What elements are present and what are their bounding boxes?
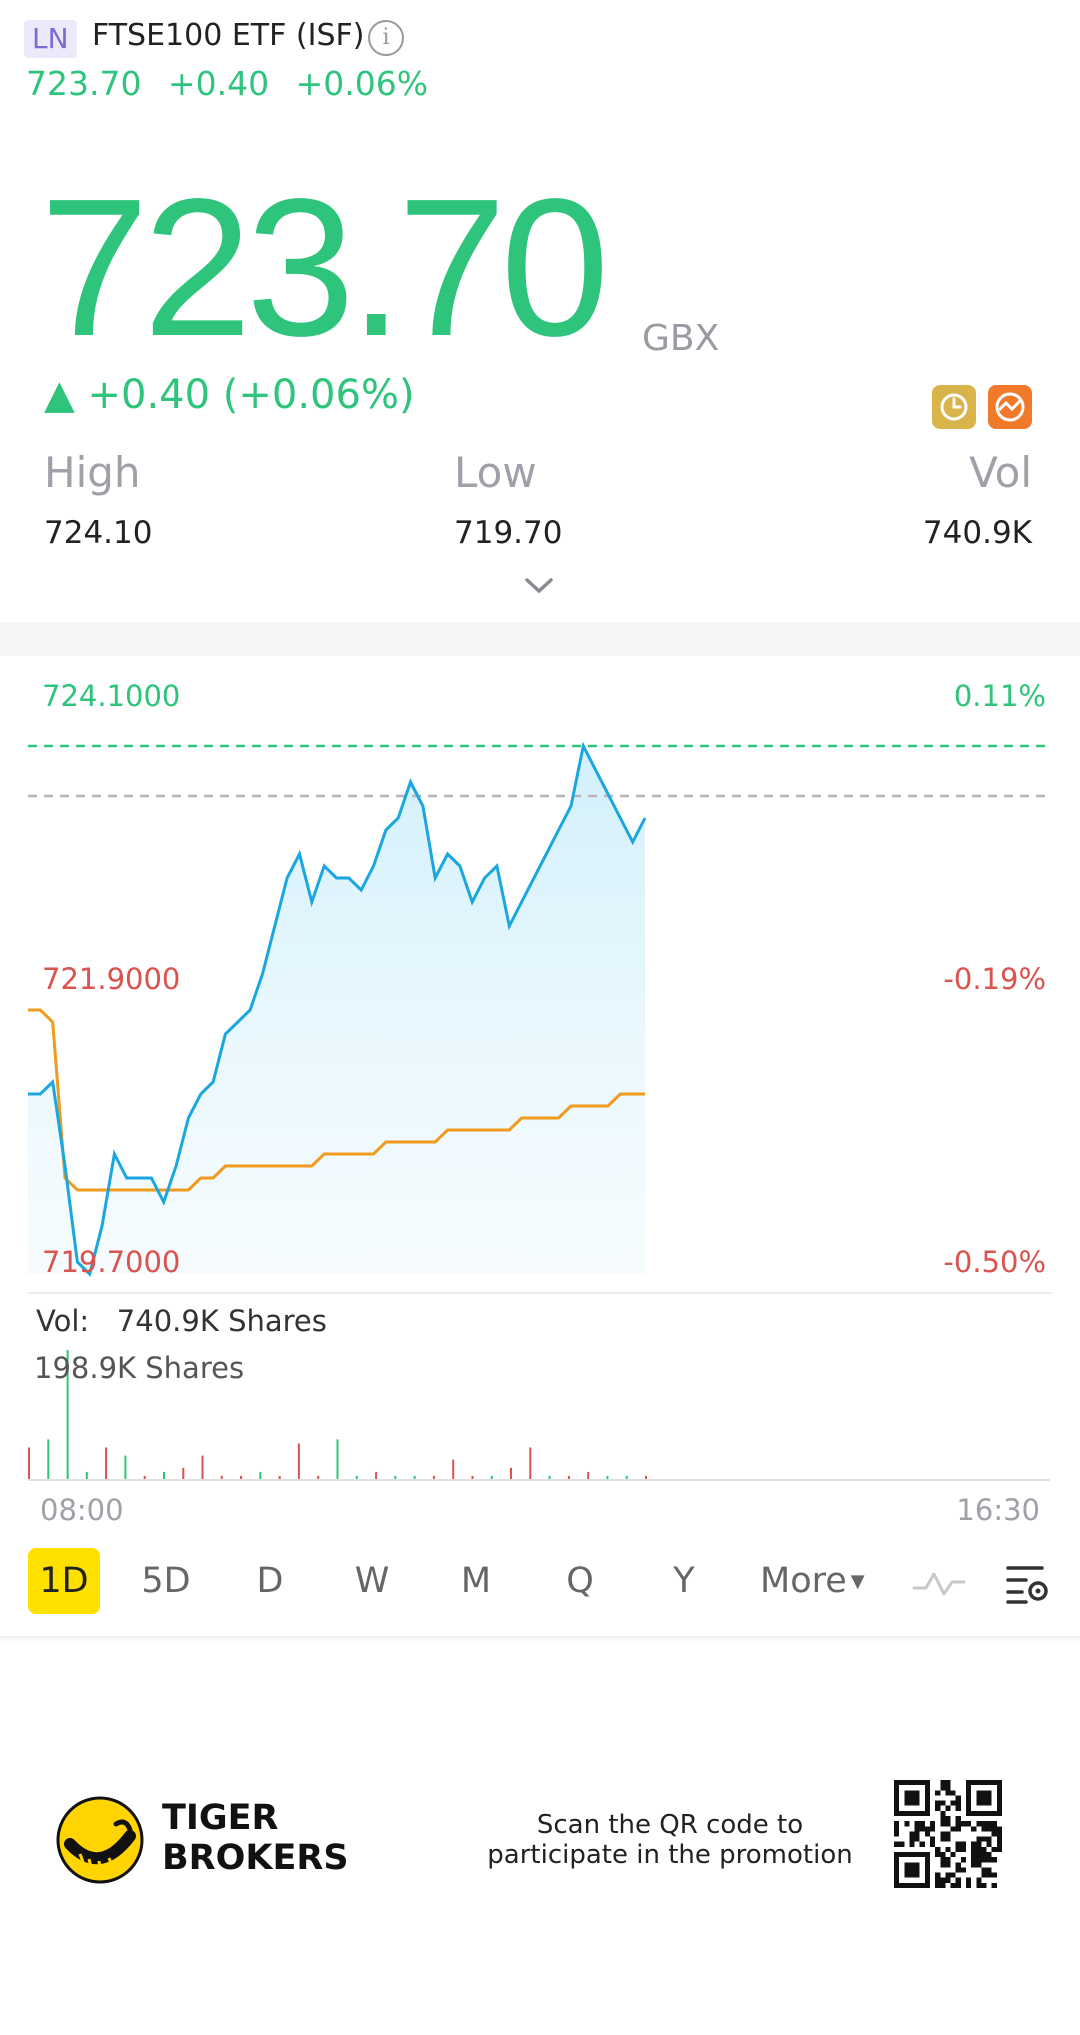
y-label-top: 724.1000 [42, 679, 180, 713]
chart-compare-icon[interactable] [988, 385, 1032, 429]
volume-bar [28, 1447, 30, 1480]
intraday-chart[interactable]: 724.1000 721.9000 719.7000 0.11% -0.19% … [0, 656, 1080, 1636]
promo-footer: TIGER BROKERS Scan the QR code to partic… [0, 1780, 1080, 1900]
promo-line2: participate in the promotion [487, 1840, 853, 1870]
volume-bar [201, 1455, 204, 1480]
time-start: 08:00 [40, 1493, 124, 1527]
volume-bars [28, 1350, 647, 1480]
market-badge: LN [24, 20, 77, 58]
volume-bar [413, 1475, 416, 1480]
timeframe-bar: 1D 5D D W M Q Y More ▼ [0, 1548, 1080, 1618]
volume-bar [548, 1475, 551, 1480]
pct-label-top: 0.11% [954, 679, 1046, 713]
volume-bar [278, 1475, 281, 1480]
time-end: 16:30 [956, 1493, 1040, 1527]
volume-bar [317, 1475, 320, 1480]
volume-bar [336, 1439, 339, 1480]
volume-bar [297, 1443, 300, 1480]
volume-bar [240, 1475, 243, 1480]
tab-q[interactable]: Q [566, 1561, 594, 1601]
y-label-mid: 721.9000 [42, 962, 180, 996]
volume-bar [105, 1447, 108, 1480]
header-quote: 723.70 +0.40 +0.06% [26, 62, 444, 106]
volume-bar [143, 1475, 146, 1480]
vol-label: Vol [969, 448, 1032, 497]
volume-bar [490, 1475, 493, 1480]
price-area [28, 746, 645, 1274]
section-divider [0, 622, 1080, 656]
volume-bar [182, 1467, 185, 1480]
currency-label: GBX [642, 318, 720, 359]
tab-1d[interactable]: 1D [28, 1548, 100, 1614]
high-value: 724.10 [44, 515, 153, 551]
tab-w[interactable]: W [354, 1561, 390, 1601]
volume-bar [375, 1471, 378, 1480]
volume-bar [471, 1475, 474, 1480]
last-price: 723.70 [40, 158, 609, 377]
volume-max: 198.9K Shares [34, 1351, 244, 1385]
price-line [28, 741, 647, 1277]
volume-bar [432, 1475, 435, 1480]
tab-d[interactable]: D [256, 1561, 284, 1601]
volume-bar [394, 1475, 397, 1480]
history-clock-icon[interactable] [932, 385, 976, 429]
pct-label-bottom: -0.50% [943, 1245, 1046, 1279]
header-price: 723.70 [26, 64, 142, 103]
volume-bar [355, 1475, 358, 1480]
quote-header: LN FTSE100 ETF (ISF) i 723.70 +0.40 +0.0… [0, 0, 1080, 110]
brand-line2: BROKERS [162, 1838, 349, 1878]
volume-bar [529, 1447, 532, 1480]
promo-text: Scan the QR code to participate in the p… [470, 1810, 870, 1870]
volume-bar [259, 1471, 262, 1480]
chart-svg[interactable]: 724.1000 721.9000 719.7000 0.11% -0.19% … [0, 656, 1080, 1556]
volume-bar [163, 1471, 165, 1480]
tab-y[interactable]: Y [673, 1561, 695, 1601]
info-icon[interactable]: i [368, 20, 404, 56]
volume-bar [510, 1467, 512, 1480]
brand-line1: TIGER [162, 1798, 279, 1838]
pct-label-mid: -0.19% [943, 962, 1046, 996]
volume-bar [124, 1455, 127, 1480]
high-label: High [44, 448, 141, 497]
volume-total: Vol: 740.9K Shares [36, 1304, 327, 1338]
brand-name: TIGER BROKERS [162, 1798, 349, 1878]
volume-bar [567, 1475, 570, 1480]
chart-settings-icon[interactable] [1004, 1560, 1050, 1606]
tiger-logo-icon [56, 1796, 144, 1884]
low-value: 719.70 [454, 515, 563, 551]
volume-bar [220, 1475, 223, 1480]
volume-bar [606, 1475, 609, 1480]
volume-bar [85, 1471, 88, 1480]
y-label-bottom: 719.7000 [42, 1245, 180, 1279]
caret-down-icon: ▼ [850, 1571, 865, 1592]
symbol-title: FTSE100 ETF (ISF) [92, 18, 365, 53]
indicator-wave-icon[interactable] [912, 1564, 966, 1600]
volume-bar [625, 1475, 628, 1480]
volume-bar [587, 1471, 590, 1480]
promo-line1: Scan the QR code to [536, 1810, 804, 1840]
more-dropdown[interactable]: More ▼ [760, 1548, 865, 1614]
volume-bar [66, 1350, 69, 1480]
volume-bar [645, 1475, 647, 1480]
volume-bar [452, 1459, 455, 1480]
header-change-pct: +0.06% [295, 64, 429, 103]
chevron-down-icon[interactable] [524, 576, 554, 596]
tab-m[interactable]: M [460, 1561, 492, 1601]
qr-code[interactable] [894, 1780, 1002, 1888]
price-change: ▲ +0.40 (+0.06%) [44, 372, 415, 418]
tab-5d[interactable]: 5D [141, 1561, 191, 1601]
avg-price-line [28, 1008, 645, 1192]
low-label: Low [454, 448, 537, 497]
volume-bar [47, 1439, 50, 1480]
vol-value: 740.9K [922, 515, 1032, 551]
more-label: More [760, 1561, 847, 1601]
header-change: +0.40 [167, 64, 270, 103]
panel-shadow [0, 1636, 1080, 1642]
